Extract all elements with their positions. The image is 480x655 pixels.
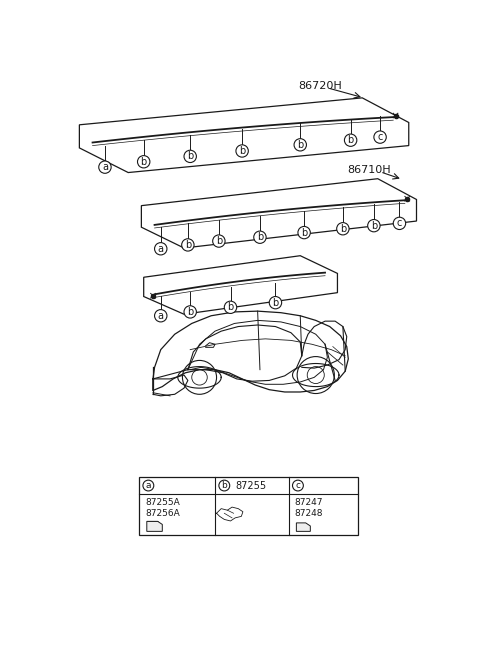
Text: a: a (102, 162, 108, 172)
Text: c: c (377, 132, 383, 142)
Text: a: a (145, 481, 151, 490)
Circle shape (254, 231, 266, 244)
Text: c: c (397, 218, 402, 229)
Circle shape (143, 480, 154, 491)
Circle shape (269, 297, 282, 309)
Text: b: b (297, 140, 303, 150)
Text: c: c (295, 481, 300, 490)
Text: 86710H: 86710H (347, 165, 390, 176)
Circle shape (213, 235, 225, 247)
Text: b: b (257, 233, 263, 242)
Circle shape (294, 139, 306, 151)
Circle shape (184, 150, 196, 162)
Bar (139, 477, 359, 535)
Circle shape (298, 227, 311, 239)
Circle shape (368, 219, 380, 232)
Text: b: b (187, 151, 193, 161)
Circle shape (336, 223, 349, 235)
Text: b: b (348, 135, 354, 145)
Circle shape (236, 145, 248, 157)
Text: a: a (158, 244, 164, 253)
Circle shape (292, 480, 303, 491)
Text: b: b (216, 236, 222, 246)
Text: b: b (185, 240, 191, 250)
Circle shape (224, 301, 237, 314)
Text: b: b (239, 146, 245, 156)
Text: 87255: 87255 (235, 481, 266, 491)
Text: 86720H: 86720H (299, 81, 342, 91)
Circle shape (184, 306, 196, 318)
Circle shape (374, 131, 386, 143)
Text: b: b (221, 481, 227, 490)
Circle shape (181, 239, 194, 251)
Text: 87255A
87256A: 87255A 87256A (145, 498, 180, 517)
Text: b: b (340, 224, 346, 234)
Text: b: b (187, 307, 193, 317)
Circle shape (137, 156, 150, 168)
Text: b: b (371, 221, 377, 231)
Circle shape (155, 242, 167, 255)
Polygon shape (296, 523, 311, 531)
Circle shape (219, 480, 230, 491)
Circle shape (393, 217, 406, 229)
Text: b: b (228, 303, 234, 312)
Text: 87247
87248: 87247 87248 (295, 498, 324, 517)
Text: b: b (141, 157, 147, 167)
Text: b: b (272, 297, 278, 308)
Circle shape (155, 310, 167, 322)
Text: a: a (158, 310, 164, 321)
Polygon shape (147, 521, 162, 531)
Text: b: b (301, 227, 307, 238)
Circle shape (345, 134, 357, 146)
Circle shape (99, 161, 111, 174)
